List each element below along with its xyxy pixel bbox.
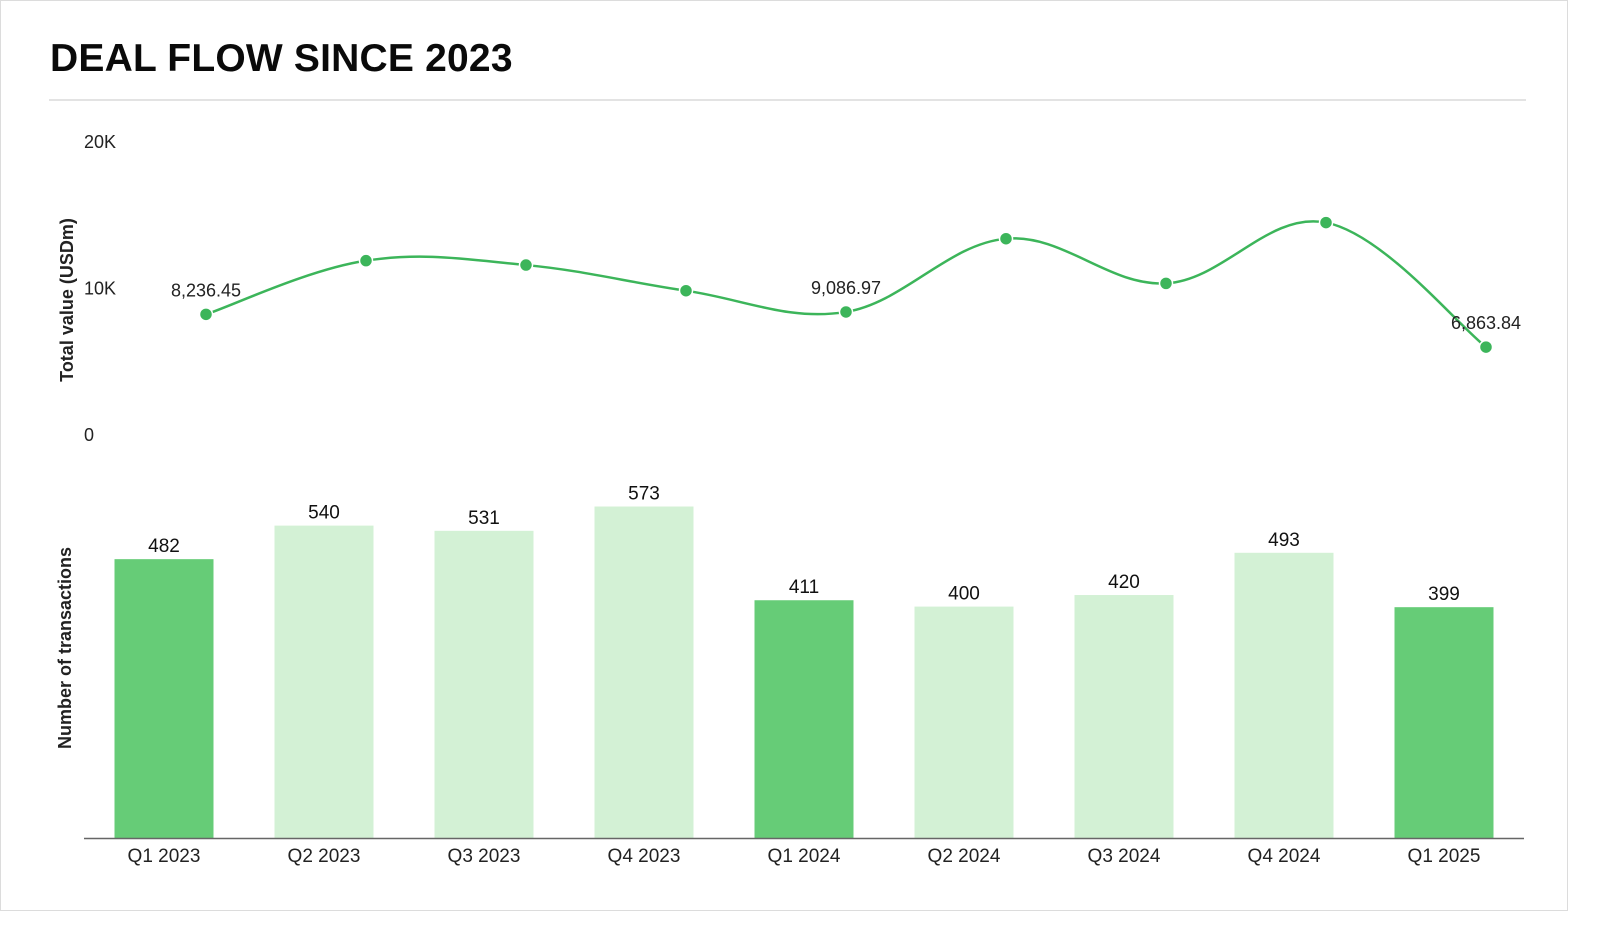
value-point-q4-2024 xyxy=(1318,215,1334,230)
bar-q2-2024 xyxy=(914,606,1014,838)
bar-data-label: 482 xyxy=(148,536,180,557)
bar-data-label: 540 xyxy=(308,503,340,524)
bar-q1-2024 xyxy=(754,600,854,838)
value-data-label: 8,236.45 xyxy=(171,280,241,300)
x-tick-label: Q4 2023 xyxy=(608,846,681,867)
x-tick-label: Q3 2023 xyxy=(448,846,521,867)
value-point-q4-2023 xyxy=(678,283,694,298)
bar-q2-2023 xyxy=(274,525,374,838)
bar-q1-2025 xyxy=(1394,607,1494,838)
line-y-tick-label: 0 xyxy=(84,425,94,445)
x-tick-label: Q2 2023 xyxy=(288,846,361,867)
bar-q4-2023 xyxy=(594,506,694,838)
title-divider xyxy=(49,99,1526,101)
value-point-q1-2023 xyxy=(198,307,214,322)
chart-title: DEAL FLOW SINCE 2023 xyxy=(50,37,513,80)
bar-data-label: 420 xyxy=(1108,572,1140,593)
x-tick-label: Q1 2023 xyxy=(128,846,201,867)
value-data-label: 6,863.84 xyxy=(1451,313,1521,333)
value-point-q2-2024 xyxy=(998,231,1014,246)
bar-q4-2024 xyxy=(1234,552,1334,838)
line-series: 8,236.45 9,086.97 6,863.84 xyxy=(171,215,1521,355)
value-point-q1-2025 xyxy=(1478,339,1494,355)
line-y-axis-title: Total value (USDm) xyxy=(57,218,77,382)
bar-data-label: 399 xyxy=(1428,584,1460,605)
bar-series: Number of transactions 482 540 531 573 411 400… xyxy=(55,484,1494,838)
x-tick-label: Q4 2024 xyxy=(1248,846,1321,867)
x-tick-label: Q3 2024 xyxy=(1088,846,1161,867)
x-axis: Q1 2023 Q2 2023 Q3 2023 Q4 2023 Q1 2024 Q2 20… xyxy=(84,837,1524,867)
value-point-q3-2024 xyxy=(1158,276,1174,291)
bar-data-label: 573 xyxy=(628,484,660,505)
bar-y-axis-title: Number of transactions xyxy=(55,547,75,749)
x-tick-label: Q1 2024 xyxy=(768,846,841,867)
value-point-q3-2023 xyxy=(518,257,534,273)
bar-data-label: 400 xyxy=(948,584,980,605)
value-line xyxy=(205,220,1487,349)
line-y-tick-label: 20K xyxy=(84,132,116,152)
line-y-tick-label: 10K xyxy=(84,279,116,299)
bar-data-label: 411 xyxy=(789,577,819,598)
line-y-axis: 0 10K 20K Total value (USDm) xyxy=(57,132,116,445)
bar-q1-2023 xyxy=(114,559,214,838)
value-data-label: 9,086.97 xyxy=(811,278,881,298)
bar-q3-2024 xyxy=(1074,595,1174,838)
value-point-q2-2023 xyxy=(358,253,374,268)
value-point-q1-2024 xyxy=(838,304,854,320)
x-tick-label: Q1 2025 xyxy=(1408,846,1481,867)
x-tick-label: Q2 2024 xyxy=(928,846,1001,867)
bar-data-label: 531 xyxy=(468,508,500,529)
bar-data-label: 493 xyxy=(1268,530,1300,551)
bar-q3-2023 xyxy=(434,530,534,838)
